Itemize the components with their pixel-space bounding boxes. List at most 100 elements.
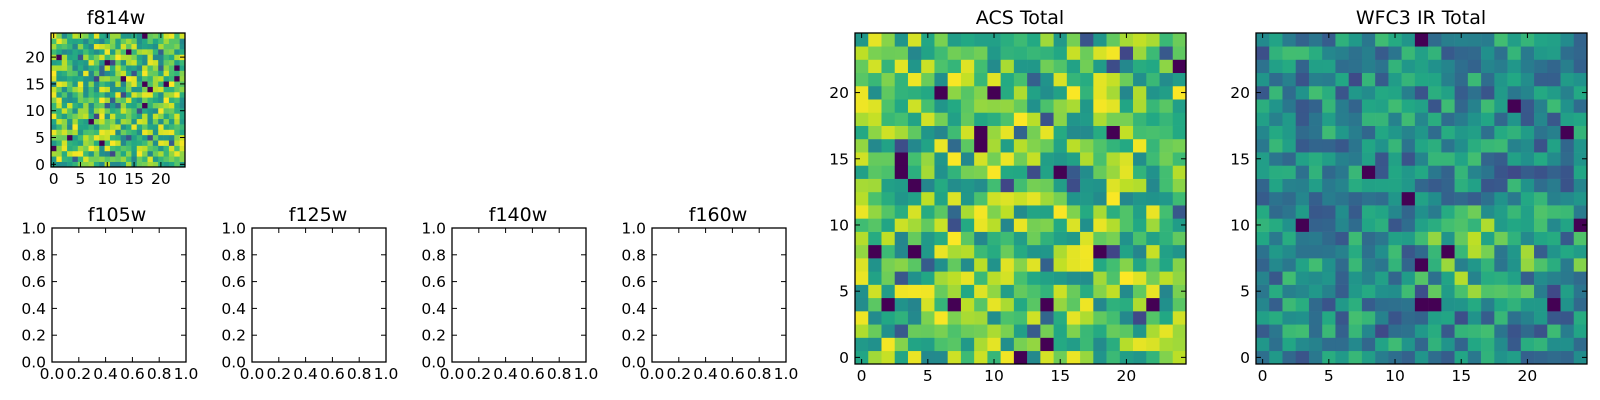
heatmap-cell — [1428, 191, 1442, 206]
heatmap-cell — [72, 102, 79, 109]
heatmap-cell — [1547, 112, 1561, 126]
heatmap-cell — [1414, 284, 1429, 299]
heatmap-cell — [1013, 165, 1028, 179]
heatmap-cell — [960, 125, 975, 140]
heatmap-cell — [142, 134, 148, 141]
y-tick-label: 0.4 — [421, 300, 446, 318]
heatmap-cell — [174, 70, 180, 77]
heatmap-cell — [1573, 33, 1588, 47]
heatmap-cell — [1520, 33, 1535, 47]
heatmap-cell — [126, 97, 132, 103]
heatmap-cell — [1093, 258, 1107, 272]
heatmap-cell — [1282, 46, 1297, 60]
heatmap-cell — [99, 59, 105, 66]
heatmap-cell — [881, 350, 896, 365]
heatmap-cell — [1388, 178, 1402, 193]
heatmap-cell — [163, 91, 170, 98]
heatmap-cell — [61, 75, 68, 82]
x-tick-label: 0 — [49, 170, 59, 188]
heatmap-cell — [104, 145, 111, 152]
heatmap-cell — [1414, 311, 1429, 325]
heatmap-cell — [1000, 258, 1015, 272]
heatmap-cell — [1295, 231, 1310, 246]
heatmap-cell — [1106, 258, 1121, 272]
heatmap-cell — [1282, 112, 1297, 126]
heatmap-cell — [1348, 297, 1363, 312]
heatmap-cell — [174, 156, 180, 162]
heatmap-cell — [1348, 72, 1363, 87]
heatmap-cell — [987, 59, 1001, 74]
heatmap-cell — [1053, 46, 1068, 60]
heatmap-cell — [960, 178, 975, 193]
heatmap-cell — [1269, 337, 1283, 352]
heatmap-cell — [163, 102, 170, 109]
heatmap-cell — [1119, 284, 1134, 299]
heatmap-cell — [974, 244, 988, 259]
heatmap-cell — [1388, 59, 1402, 74]
heatmap-cell — [131, 59, 138, 66]
heatmap-cells-f814w — [51, 33, 186, 168]
heatmap-cell — [88, 129, 95, 136]
heatmap-cell — [1335, 258, 1349, 272]
heatmap-cell — [1348, 178, 1363, 193]
heatmap-cell — [1093, 231, 1107, 246]
heatmap-cell — [1040, 311, 1054, 325]
heatmap-cell — [1133, 99, 1147, 113]
heatmap-cell — [881, 85, 896, 100]
heatmap-cell — [1547, 205, 1561, 219]
heatmap-cell — [99, 150, 105, 157]
heatmap-cell — [1119, 112, 1134, 126]
heatmap-cell — [126, 70, 132, 77]
heatmap-cell — [179, 150, 186, 157]
heatmap-cell — [1534, 258, 1548, 272]
heatmap-cell — [907, 165, 922, 179]
heatmap-cell — [99, 43, 105, 50]
heatmap-cell — [1454, 258, 1469, 272]
heatmap-cell — [93, 140, 100, 146]
heatmap-cell — [987, 284, 1001, 299]
heatmap-cell — [1494, 178, 1508, 193]
heatmap-cell — [1428, 99, 1442, 113]
heatmap-cell — [1000, 350, 1015, 365]
heatmap-cell — [868, 337, 882, 352]
heatmap-cell — [1481, 218, 1495, 232]
heatmap-cell — [894, 138, 909, 153]
heatmap-cell — [1534, 125, 1548, 140]
heatmap-cell — [163, 156, 170, 162]
heatmap-cell — [1534, 271, 1548, 285]
heatmap-cell — [93, 59, 100, 66]
heatmap-cell — [1106, 350, 1121, 365]
heatmap-cell — [1481, 258, 1495, 272]
heatmap-cell — [1282, 152, 1297, 166]
heatmap-cell — [131, 140, 138, 146]
heatmap-cell — [921, 178, 935, 193]
heatmap-cell — [120, 156, 127, 162]
heatmap-cell — [1375, 205, 1389, 219]
heatmap-cell — [881, 218, 896, 232]
heatmap-cell — [1269, 72, 1283, 87]
heatmap-cell — [56, 70, 63, 77]
heatmap-cell — [1322, 59, 1336, 74]
heatmap-cell — [1093, 218, 1107, 232]
heatmap-cell — [1348, 99, 1363, 113]
heatmap-cell — [1000, 33, 1015, 47]
heatmap-cell — [152, 118, 159, 125]
heatmap-cell — [168, 102, 175, 109]
heatmap-cell — [1159, 85, 1174, 100]
axes-frame-wfc3-ir-total — [1255, 32, 1588, 365]
heatmap-cell — [1269, 324, 1283, 338]
heatmap-cell — [131, 113, 138, 120]
heatmap-cell — [1481, 244, 1495, 259]
heatmap-cell — [1547, 33, 1561, 47]
heatmap-cell — [1172, 165, 1187, 179]
heatmap-cell — [894, 85, 909, 100]
heatmap-cell — [83, 91, 89, 98]
heatmap-cell — [67, 91, 73, 98]
x-tick-label: 15 — [1451, 367, 1471, 385]
heatmap-cell — [1000, 311, 1015, 325]
heatmap-cell — [56, 91, 63, 98]
heatmap-cell — [1322, 271, 1336, 285]
heatmap-cell — [1093, 244, 1107, 259]
heatmap-cell — [1335, 165, 1349, 179]
